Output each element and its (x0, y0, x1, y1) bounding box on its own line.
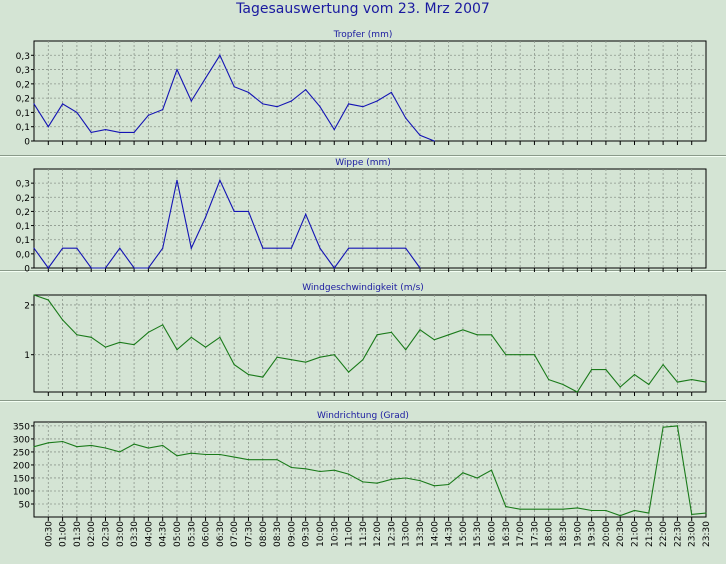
x-tick-label: 10:00 (316, 521, 326, 547)
chart-panel-3: Windgeschwindigkeit (m/s) 1 2 (24, 283, 707, 396)
y-tick-label: 300 (13, 435, 30, 445)
x-tick-label: 02:00 (87, 521, 97, 547)
y-tick-label: 100 (13, 487, 30, 497)
x-tick-label: 13:30 (416, 521, 426, 547)
series-line (33, 54, 435, 142)
x-tick-label: 15:30 (473, 521, 483, 547)
x-tick-label: 03:00 (116, 521, 126, 547)
x-tick-label: 18:30 (559, 521, 569, 547)
plot-area (33, 40, 707, 142)
x-tick-label: 00:30 (44, 521, 54, 547)
series-line (33, 425, 707, 517)
y-tick-label: 0,0 (16, 250, 31, 260)
chart-title: Windrichtung (Grad) (317, 411, 409, 421)
x-tick-label: 11:30 (359, 521, 369, 547)
x-tick-label: 01:00 (59, 521, 69, 547)
series-line (33, 178, 421, 269)
series-line (33, 294, 707, 393)
page-title: Tagesauswertung vom 23. Mrz 2007 (236, 1, 490, 17)
y-tick-label: 0,3 (16, 52, 30, 62)
x-tick-label: 05:00 (173, 521, 183, 547)
y-tick-label: 0,1 (16, 222, 30, 232)
plot-area (33, 421, 707, 518)
x-tick-label: 22:30 (673, 521, 683, 547)
chart-title: Tropfer (mm) (333, 30, 393, 40)
x-tick-label: 19:00 (573, 521, 583, 547)
x-tick-label: 14:00 (430, 521, 440, 547)
y-tick-label: 150 (13, 474, 30, 484)
y-tick-label: 200 (13, 461, 30, 471)
x-tick-label: 12:30 (387, 521, 397, 547)
chart-panel-2: Wippe (mm) 0 0,0 0,1 0,1 0,2 0,2 0,3 (16, 158, 707, 275)
y-tick-label: 0,2 (16, 194, 30, 204)
x-tick-label: 19:30 (588, 521, 598, 547)
x-tick-label: 21:00 (631, 521, 641, 547)
x-tick-label: 07:30 (245, 521, 255, 547)
y-tick-label: 0,1 (16, 236, 30, 246)
x-tick-label: 12:00 (373, 521, 383, 547)
x-tick-label: 04:00 (144, 521, 154, 547)
x-tick-label: 06:30 (216, 521, 226, 547)
x-tick-label: 09:30 (302, 521, 312, 547)
y-tick-label: 2 (24, 301, 30, 311)
x-tick-label: 01:30 (73, 521, 83, 547)
y-tick-label: 0,1 (16, 109, 30, 119)
y-tick-label: 1 (24, 351, 30, 361)
y-tick-label: 0,1 (16, 123, 30, 133)
x-tick-label: 06:00 (202, 521, 212, 547)
x-tick-label: 07:00 (230, 521, 240, 547)
x-tick-label: 23:30 (702, 521, 712, 547)
x-tick-label: 17:30 (530, 521, 540, 547)
x-tick-label: 21:30 (645, 521, 655, 547)
chart-title: Windgeschwindigkeit (m/s) (302, 283, 424, 293)
x-tick-label: 17:00 (516, 521, 526, 547)
x-tick-label: 03:30 (130, 521, 140, 547)
x-tick-label: 23:00 (688, 521, 698, 547)
x-tick-label: 15:00 (459, 521, 469, 547)
x-tick-label: 11:00 (345, 521, 355, 547)
y-tick-label: 0,2 (16, 208, 30, 218)
x-tick-label: 08:30 (273, 521, 283, 547)
x-tick-label: 20:30 (616, 521, 626, 547)
panel-separator (0, 400, 726, 402)
x-tick-label: 10:30 (330, 521, 340, 547)
y-tick-label: 0,2 (16, 80, 30, 90)
x-tick-label: 04:30 (159, 521, 169, 547)
x-tick-label: 20:00 (602, 521, 612, 547)
panel-separator (0, 155, 726, 157)
y-tick-label: 0,3 (16, 180, 30, 190)
y-tick-label: 0 (24, 265, 30, 275)
x-tick-label: 18:00 (545, 521, 555, 547)
y-tick-label: 0,3 (16, 66, 30, 76)
x-tick-label: 08:00 (259, 521, 269, 547)
y-tick-label: 250 (13, 448, 30, 458)
x-tick-label: 16:00 (488, 521, 498, 547)
x-tick-label: 05:30 (187, 521, 197, 547)
plot-area (33, 168, 707, 269)
chart-title: Wippe (mm) (335, 158, 391, 168)
plot-area (33, 294, 707, 393)
y-tick-label: 50 (19, 500, 31, 510)
y-tick-label: 350 (13, 422, 30, 432)
x-tick-label: 16:30 (502, 521, 512, 547)
x-tick-label: 14:30 (445, 521, 455, 547)
y-tick-label: 0,2 (16, 95, 30, 105)
y-tick-label: 0 (24, 138, 30, 148)
chart-panel-1: Tropfer (mm) 0 0,1 0,1 0,2 0,2 0,3 0,3 (16, 30, 707, 148)
chart-panel-4: Windrichtung (Grad) 50 100 150 200 250 300 350 (13, 411, 707, 521)
x-tick-label: 09:00 (287, 521, 297, 547)
x-tick-label: 02:30 (102, 521, 112, 547)
x-tick-label: 22:00 (659, 521, 669, 547)
x-tick-label: 13:00 (402, 521, 412, 547)
